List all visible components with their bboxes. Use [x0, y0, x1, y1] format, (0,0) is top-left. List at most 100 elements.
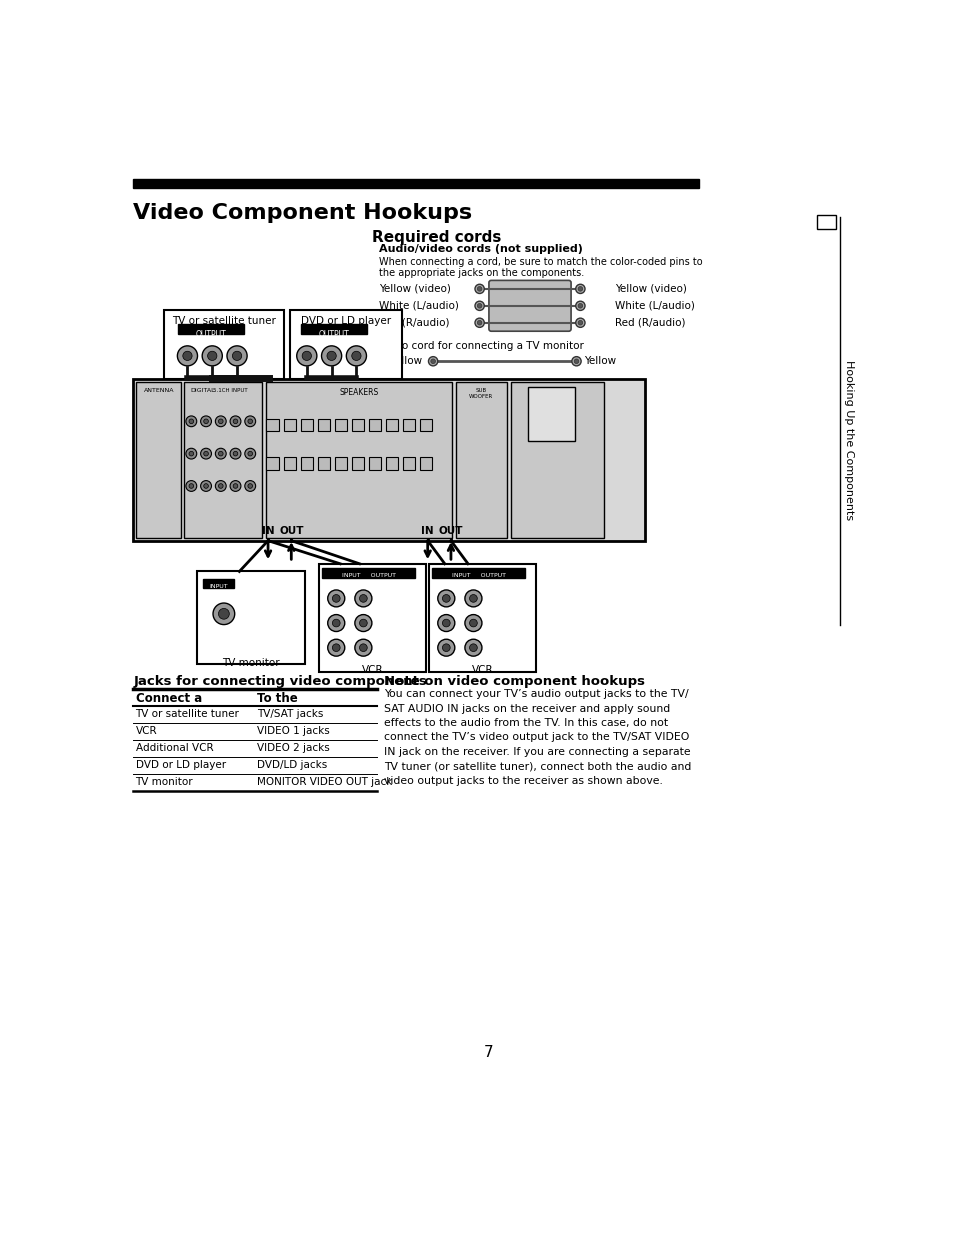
Bar [283, 419, 295, 432]
Text: Jacks for connecting video components: Jacks for connecting video components [133, 676, 427, 688]
Circle shape [245, 481, 255, 492]
Bar [429, 563, 536, 672]
Circle shape [332, 594, 340, 602]
Circle shape [218, 608, 229, 619]
Circle shape [186, 481, 196, 492]
Circle shape [359, 644, 367, 651]
Bar [432, 568, 525, 577]
Circle shape [296, 345, 316, 366]
Circle shape [245, 449, 255, 459]
Text: 5.1CH INPUT: 5.1CH INPUT [213, 388, 247, 393]
Circle shape [230, 481, 241, 492]
Text: TV monitor: TV monitor [222, 657, 279, 668]
Text: DIGITAL: DIGITAL [191, 388, 215, 393]
Text: VIDEO 2 jacks: VIDEO 2 jacks [257, 743, 330, 753]
Bar [290, 309, 402, 379]
Bar [300, 419, 313, 432]
Text: VIDEO 1 jacks: VIDEO 1 jacks [257, 726, 330, 736]
Text: OUTPUT: OUTPUT [318, 329, 349, 339]
Bar [203, 580, 233, 588]
Bar [456, 382, 506, 538]
Circle shape [218, 419, 223, 424]
Bar [266, 457, 278, 470]
Circle shape [352, 351, 360, 360]
Text: 7: 7 [483, 1046, 494, 1060]
Text: Video Component Hookups: Video Component Hookups [133, 203, 472, 223]
Text: White (L/audio): White (L/audio) [378, 301, 458, 311]
Text: DVD or LD player: DVD or LD player [300, 316, 391, 326]
Circle shape [575, 301, 584, 311]
Text: VCR: VCR [361, 666, 383, 676]
Text: VCR: VCR [135, 726, 157, 736]
Circle shape [328, 614, 344, 631]
Circle shape [475, 318, 484, 328]
Text: Yellow: Yellow [583, 356, 616, 366]
Text: TV/SAT jacks: TV/SAT jacks [257, 709, 323, 719]
Bar [301, 324, 367, 334]
Bar [419, 419, 432, 432]
Circle shape [215, 416, 226, 427]
Bar [266, 419, 278, 432]
Text: INPUT     OUTPUT: INPUT OUTPUT [341, 573, 395, 578]
Text: TV or satellite tuner: TV or satellite tuner [172, 316, 276, 326]
Circle shape [302, 351, 311, 360]
Text: Required cords: Required cords [372, 229, 501, 244]
Circle shape [475, 285, 484, 293]
Text: Hooking Up the Components: Hooking Up the Components [843, 360, 853, 520]
Circle shape [248, 419, 253, 424]
Text: Note on video component hookups: Note on video component hookups [384, 676, 644, 688]
Circle shape [208, 351, 216, 360]
Circle shape [332, 619, 340, 626]
Text: Yellow (video): Yellow (video) [378, 284, 450, 293]
Circle shape [437, 639, 455, 656]
FancyBboxPatch shape [488, 280, 571, 332]
Bar [319, 563, 426, 672]
Bar [352, 457, 364, 470]
Circle shape [574, 359, 578, 364]
Circle shape [200, 416, 212, 427]
Text: OUT: OUT [438, 526, 463, 536]
Bar [528, 387, 575, 440]
Circle shape [469, 644, 476, 651]
Text: SPEAKERS: SPEAKERS [339, 388, 378, 397]
Text: White (L/audio): White (L/audio) [615, 301, 695, 311]
Circle shape [183, 351, 192, 360]
Bar [402, 419, 415, 432]
Circle shape [571, 356, 580, 366]
Text: Red (R/audio): Red (R/audio) [615, 318, 685, 328]
Circle shape [428, 356, 437, 366]
Bar [402, 457, 415, 470]
Circle shape [476, 321, 481, 326]
Circle shape [213, 603, 234, 625]
Text: Additional VCR: Additional VCR [135, 743, 213, 753]
Circle shape [328, 589, 344, 607]
Text: DVD or LD player: DVD or LD player [135, 760, 226, 771]
Circle shape [189, 419, 193, 424]
Circle shape [186, 416, 196, 427]
Circle shape [469, 619, 476, 626]
Text: AC OUTLET: AC OUTLET [539, 388, 574, 393]
Bar [369, 457, 381, 470]
Circle shape [359, 594, 367, 602]
Circle shape [245, 416, 255, 427]
Circle shape [437, 614, 455, 631]
Circle shape [476, 303, 481, 308]
Circle shape [248, 483, 253, 488]
Text: ANTENNA: ANTENNA [143, 388, 173, 393]
Bar [133, 179, 699, 187]
Bar [178, 324, 244, 334]
Circle shape [233, 483, 237, 488]
Circle shape [177, 345, 197, 366]
Circle shape [218, 451, 223, 456]
Text: Audio/video cords (not supplied): Audio/video cords (not supplied) [378, 244, 582, 254]
Text: OUTPUT: OUTPUT [195, 329, 226, 339]
Circle shape [215, 481, 226, 492]
Bar [184, 382, 261, 538]
Circle shape [230, 449, 241, 459]
Circle shape [204, 451, 208, 456]
Text: Yellow: Yellow [390, 356, 422, 366]
Text: When connecting a cord, be sure to match the color-coded pins to
the appropriate: When connecting a cord, be sure to match… [378, 256, 701, 279]
Circle shape [355, 639, 372, 656]
Bar [136, 382, 181, 538]
Bar [164, 309, 284, 379]
